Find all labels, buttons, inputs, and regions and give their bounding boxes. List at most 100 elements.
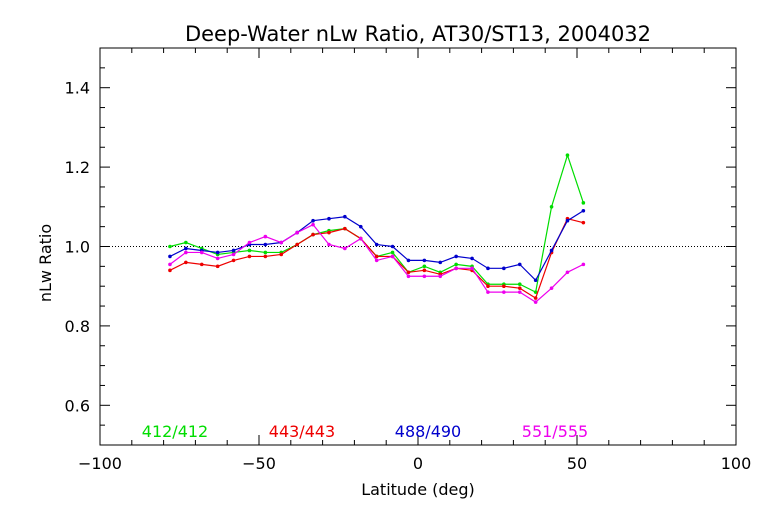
data-point (215, 256, 220, 261)
data-point (549, 286, 554, 290)
data-point (581, 201, 586, 205)
legend: 412/412 443/443 488/490 551/555 (142, 422, 588, 441)
data-point (247, 248, 252, 253)
data-point (470, 266, 474, 271)
data-point (390, 244, 395, 249)
data-point (343, 246, 347, 251)
data-point (231, 248, 236, 253)
data-point (311, 222, 315, 227)
data-point (263, 254, 268, 259)
data-point (279, 240, 284, 245)
data-point (406, 258, 411, 263)
plot-frame (99, 47, 737, 446)
y-tick-label: 1.4 (65, 79, 90, 98)
data-point (470, 256, 474, 261)
data-point (374, 242, 379, 247)
data-point (438, 274, 443, 279)
chart-title: Deep-Water nLw Ratio, AT30/ST13, 2004032 (185, 22, 651, 46)
data-point (502, 290, 506, 294)
data-point (184, 246, 188, 251)
data-point (565, 218, 570, 223)
data-point (517, 290, 522, 294)
data-point (406, 274, 411, 279)
data-point (502, 266, 506, 271)
data-point (533, 278, 538, 283)
data-point (358, 224, 363, 229)
data-point (343, 214, 347, 219)
x-axis-label: Latitude (deg) (361, 480, 475, 499)
data-point (581, 262, 586, 267)
data-point (533, 290, 538, 294)
data-point (486, 284, 490, 289)
data-point (438, 260, 443, 265)
data-point (502, 284, 506, 289)
data-point (565, 270, 570, 275)
data-point (533, 300, 538, 304)
x-tick-label: −100 (78, 454, 122, 473)
data-point (422, 258, 427, 263)
y-tick-label: 0.6 (65, 396, 90, 415)
data-point (199, 262, 204, 267)
data-point (295, 242, 299, 247)
series-3 (168, 208, 586, 283)
data-point (215, 250, 220, 255)
data-point (295, 230, 299, 235)
data-point (549, 248, 554, 253)
data-point (184, 240, 188, 245)
data-point (168, 268, 172, 273)
series-4 (168, 222, 586, 304)
data-point (533, 296, 538, 300)
y-tick-label: 0.8 (65, 317, 90, 336)
data-point (168, 262, 172, 267)
data-point (581, 208, 586, 213)
data-point (374, 254, 379, 259)
data-point (263, 234, 268, 239)
legend-label: 551/555 (522, 422, 588, 441)
data-point (517, 286, 522, 290)
data-point (199, 250, 204, 255)
data-point (168, 244, 172, 249)
data-point (343, 226, 347, 231)
data-point (517, 282, 522, 287)
data-point (231, 258, 236, 263)
data-point (184, 250, 188, 255)
data-point (581, 220, 586, 225)
data-point (327, 242, 331, 247)
data-point (390, 254, 395, 259)
data-point (549, 205, 554, 209)
data-point (517, 262, 522, 267)
data-point (247, 254, 252, 259)
data-point (565, 153, 570, 157)
data-point (311, 218, 315, 223)
data-point (422, 264, 427, 269)
y-axis-label: nLw Ratio (36, 224, 55, 302)
series-layer (168, 153, 586, 304)
data-point (215, 264, 220, 269)
data-point (454, 254, 458, 259)
data-point (374, 258, 379, 263)
x-tick-label: −50 (242, 454, 276, 473)
data-point (454, 262, 458, 267)
data-point (311, 232, 315, 237)
data-point (168, 254, 172, 259)
data-point (279, 252, 284, 257)
legend-label: 443/443 (269, 422, 335, 441)
x-tick-label: 100 (721, 454, 752, 473)
data-point (327, 216, 331, 221)
y-tick-label: 1.0 (65, 238, 90, 257)
x-tick-label: 0 (413, 454, 423, 473)
data-point (486, 290, 490, 294)
data-point (454, 266, 458, 271)
data-point (247, 240, 252, 245)
y-tick-label: 1.2 (65, 158, 90, 177)
data-point (327, 230, 331, 235)
axis-ticks: −100 −50 0 50 100 0.6 0.8 1.0 1.2 1.4 (65, 47, 752, 473)
x-tick-label: 50 (567, 454, 587, 473)
legend-label: 412/412 (142, 422, 208, 441)
data-point (184, 260, 188, 265)
data-point (422, 268, 427, 273)
data-point (486, 266, 490, 271)
data-point (263, 242, 268, 247)
data-point (231, 252, 236, 257)
